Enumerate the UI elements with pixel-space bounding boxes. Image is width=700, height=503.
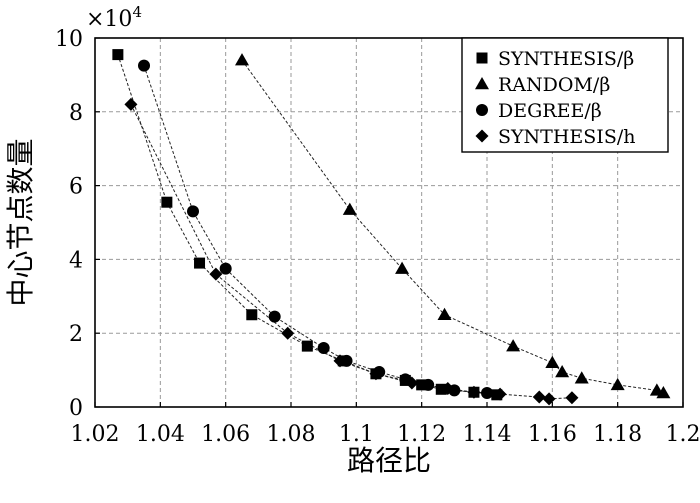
legend-marker-synthesis: [477, 53, 488, 64]
data-point-random: [506, 339, 520, 351]
legend-label-degree: DEGREE/β: [498, 100, 602, 122]
x-tick-label: 1.02: [71, 422, 120, 447]
data-point-random: [611, 378, 625, 390]
x-axis-title: 路径比: [347, 444, 431, 477]
data-point-synthesis: [246, 309, 257, 320]
y-axis-multiplier-base: ×10: [86, 7, 132, 32]
y-tick-label: 0: [69, 396, 83, 421]
x-tick-label: 1.14: [463, 422, 512, 447]
data-point-degree: [481, 387, 493, 399]
data-point-random: [545, 356, 559, 368]
y-tick-label: 4: [69, 248, 83, 273]
x-tick-label: 1.18: [593, 422, 642, 447]
data-point-synthesis: [194, 258, 205, 269]
data-point-degree: [220, 263, 232, 275]
data-point-random: [438, 308, 452, 320]
data-point-synthesis: [161, 197, 172, 208]
data-point-synthesis-h: [565, 391, 578, 404]
y-tick-label: 8: [69, 101, 83, 126]
data-point-degree: [269, 311, 281, 323]
x-tick-label: 1.2: [666, 422, 700, 447]
y-tick-label: 6: [69, 175, 83, 200]
y-axis-multiplier: ×104: [86, 3, 142, 32]
series-line-degree: [144, 66, 487, 393]
legend-marker-degree: [476, 104, 488, 116]
legend-label-synthesis: SYNTHESIS/β: [498, 48, 634, 70]
data-point-degree: [187, 205, 199, 217]
data-point-random: [343, 203, 357, 215]
x-tick-label: 1.04: [136, 422, 185, 447]
legend-label-random: RANDOM/β: [498, 74, 610, 96]
data-point-synthesis-h: [533, 391, 546, 404]
data-point-random: [235, 53, 249, 65]
data-point-synthesis-h: [281, 327, 294, 340]
data-point-degree: [318, 342, 330, 354]
legend: SYNTHESIS/β RANDOM/β DEGREE/β SYNTHESIS/h: [462, 38, 668, 152]
y-axis-title: 中心节点数量: [4, 138, 37, 306]
legend-label-synthesis-h: SYNTHESIS/h: [498, 126, 635, 148]
data-point-synthesis: [112, 49, 123, 60]
data-point-random: [575, 371, 589, 383]
y-tick-label: 2: [69, 322, 83, 347]
data-point-synthesis-h: [543, 392, 556, 405]
y-tick-label: 10: [55, 27, 83, 52]
x-tick-label: 1.16: [528, 422, 577, 447]
x-tick-label: 1.06: [201, 422, 250, 447]
y-axis-multiplier-exponent: 4: [132, 3, 142, 21]
data-point-degree: [138, 60, 150, 72]
data-point-degree: [422, 379, 434, 391]
data-point-synthesis: [302, 341, 313, 352]
x-tick-label: 1.08: [267, 422, 316, 447]
